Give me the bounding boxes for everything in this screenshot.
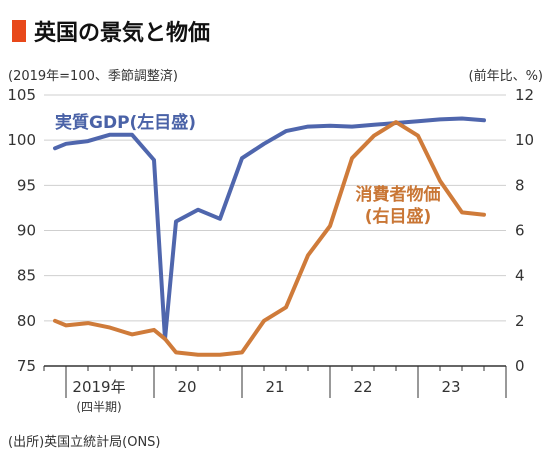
x-tick-label: 20 <box>177 378 196 396</box>
left-axis-unit: (2019年=100、季節調整済) <box>8 68 178 84</box>
left-tick-label: 80 <box>17 312 36 330</box>
x-tick-sublabel: (四半期) <box>76 400 121 414</box>
title-marker <box>12 20 26 42</box>
x-tick-label: 2019年 <box>72 378 125 396</box>
x-tick-label: 21 <box>265 378 284 396</box>
right-tick-label: 4 <box>515 267 525 285</box>
x-axis: 2019年 (四半期) 20 21 22 23 <box>43 365 507 414</box>
left-tick-label: 85 <box>17 267 36 285</box>
left-tick-label: 90 <box>17 222 36 240</box>
cpi-series-label-line2: (右目盛) <box>365 206 432 227</box>
right-tick-label: 6 <box>515 222 525 240</box>
right-tick-label: 12 <box>515 86 534 104</box>
gridlines <box>44 94 506 322</box>
left-tick-label: 100 <box>7 131 36 149</box>
cpi-line <box>53 120 486 357</box>
chart-title: 英国の景気と物価 <box>34 20 210 46</box>
right-tick-label: 10 <box>515 131 534 149</box>
x-tick-label: 22 <box>353 378 372 396</box>
left-tick-label: 75 <box>17 357 36 375</box>
right-tick-label: 0 <box>515 357 525 375</box>
series-lines <box>53 116 486 357</box>
left-tick-label: 95 <box>17 176 36 194</box>
cpi-series-label-line1: 消費者物価 <box>356 184 441 205</box>
gdp-line <box>53 116 486 341</box>
right-tick-label: 8 <box>515 176 525 194</box>
source-note: (出所)英国立統計局(ONS) <box>8 434 161 450</box>
x-tick-label: 23 <box>441 378 460 396</box>
left-tick-label: 105 <box>7 86 36 104</box>
left-axis-ticks: 105 100 95 90 85 80 75 <box>7 86 36 375</box>
right-axis-unit: (前年比、%) <box>469 68 544 84</box>
right-axis-ticks: 12 10 8 6 4 2 0 <box>515 86 534 375</box>
gdp-series-label: 実質GDP(左目盛) <box>55 112 196 133</box>
right-tick-label: 2 <box>515 312 525 330</box>
